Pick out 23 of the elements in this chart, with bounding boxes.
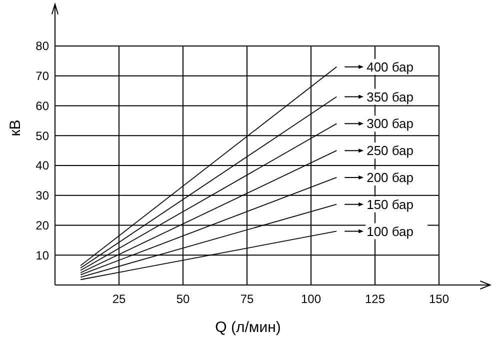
y-tick-label: 30 <box>36 188 50 203</box>
legend-label: 350 бар <box>366 89 414 104</box>
y-tick-label: 60 <box>36 98 50 113</box>
y-tick-label: 80 <box>36 39 50 54</box>
legend-label: 150 бар <box>366 196 414 212</box>
legend-label: 100 бар <box>366 224 414 239</box>
legend-label: 300 бар <box>366 116 414 132</box>
y-tick-label: 70 <box>36 69 50 84</box>
y-tick-label: 10 <box>36 248 50 262</box>
x-axis-title: Q (л/мин) <box>215 319 281 336</box>
y-tick-label: 40 <box>36 158 50 173</box>
x-tick-label: 75 <box>240 292 254 306</box>
x-tick-label: 50 <box>176 292 190 306</box>
x-tick-label: 25 <box>112 292 126 306</box>
y-tick-label: 20 <box>36 218 50 232</box>
legend-label: 400 бар <box>366 59 414 74</box>
x-tick-label: 125 <box>364 292 386 306</box>
x-tick-label: 100 <box>300 292 322 306</box>
legend-label: 200 бар <box>366 170 414 185</box>
x-tick-label: 150 <box>428 292 450 306</box>
y-axis-title: кВ <box>7 120 24 136</box>
legend-label: 250 бар <box>366 143 414 158</box>
y-tick-label: 50 <box>36 128 50 143</box>
